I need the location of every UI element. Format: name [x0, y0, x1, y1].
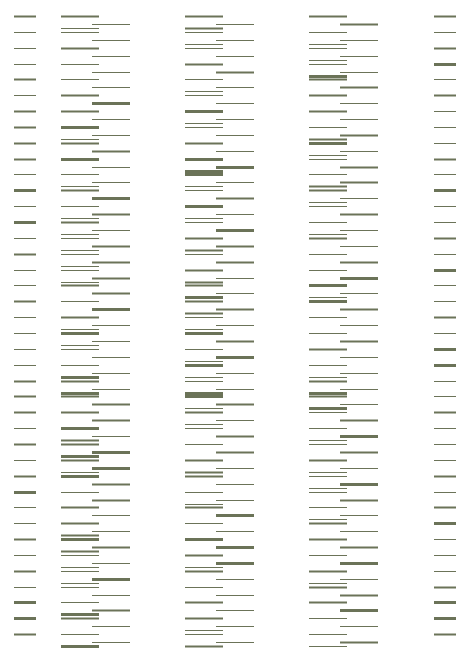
page: (() => { const data = JSON.parse(documen…	[14, 15, 456, 648]
pattern	[14, 15, 456, 648]
